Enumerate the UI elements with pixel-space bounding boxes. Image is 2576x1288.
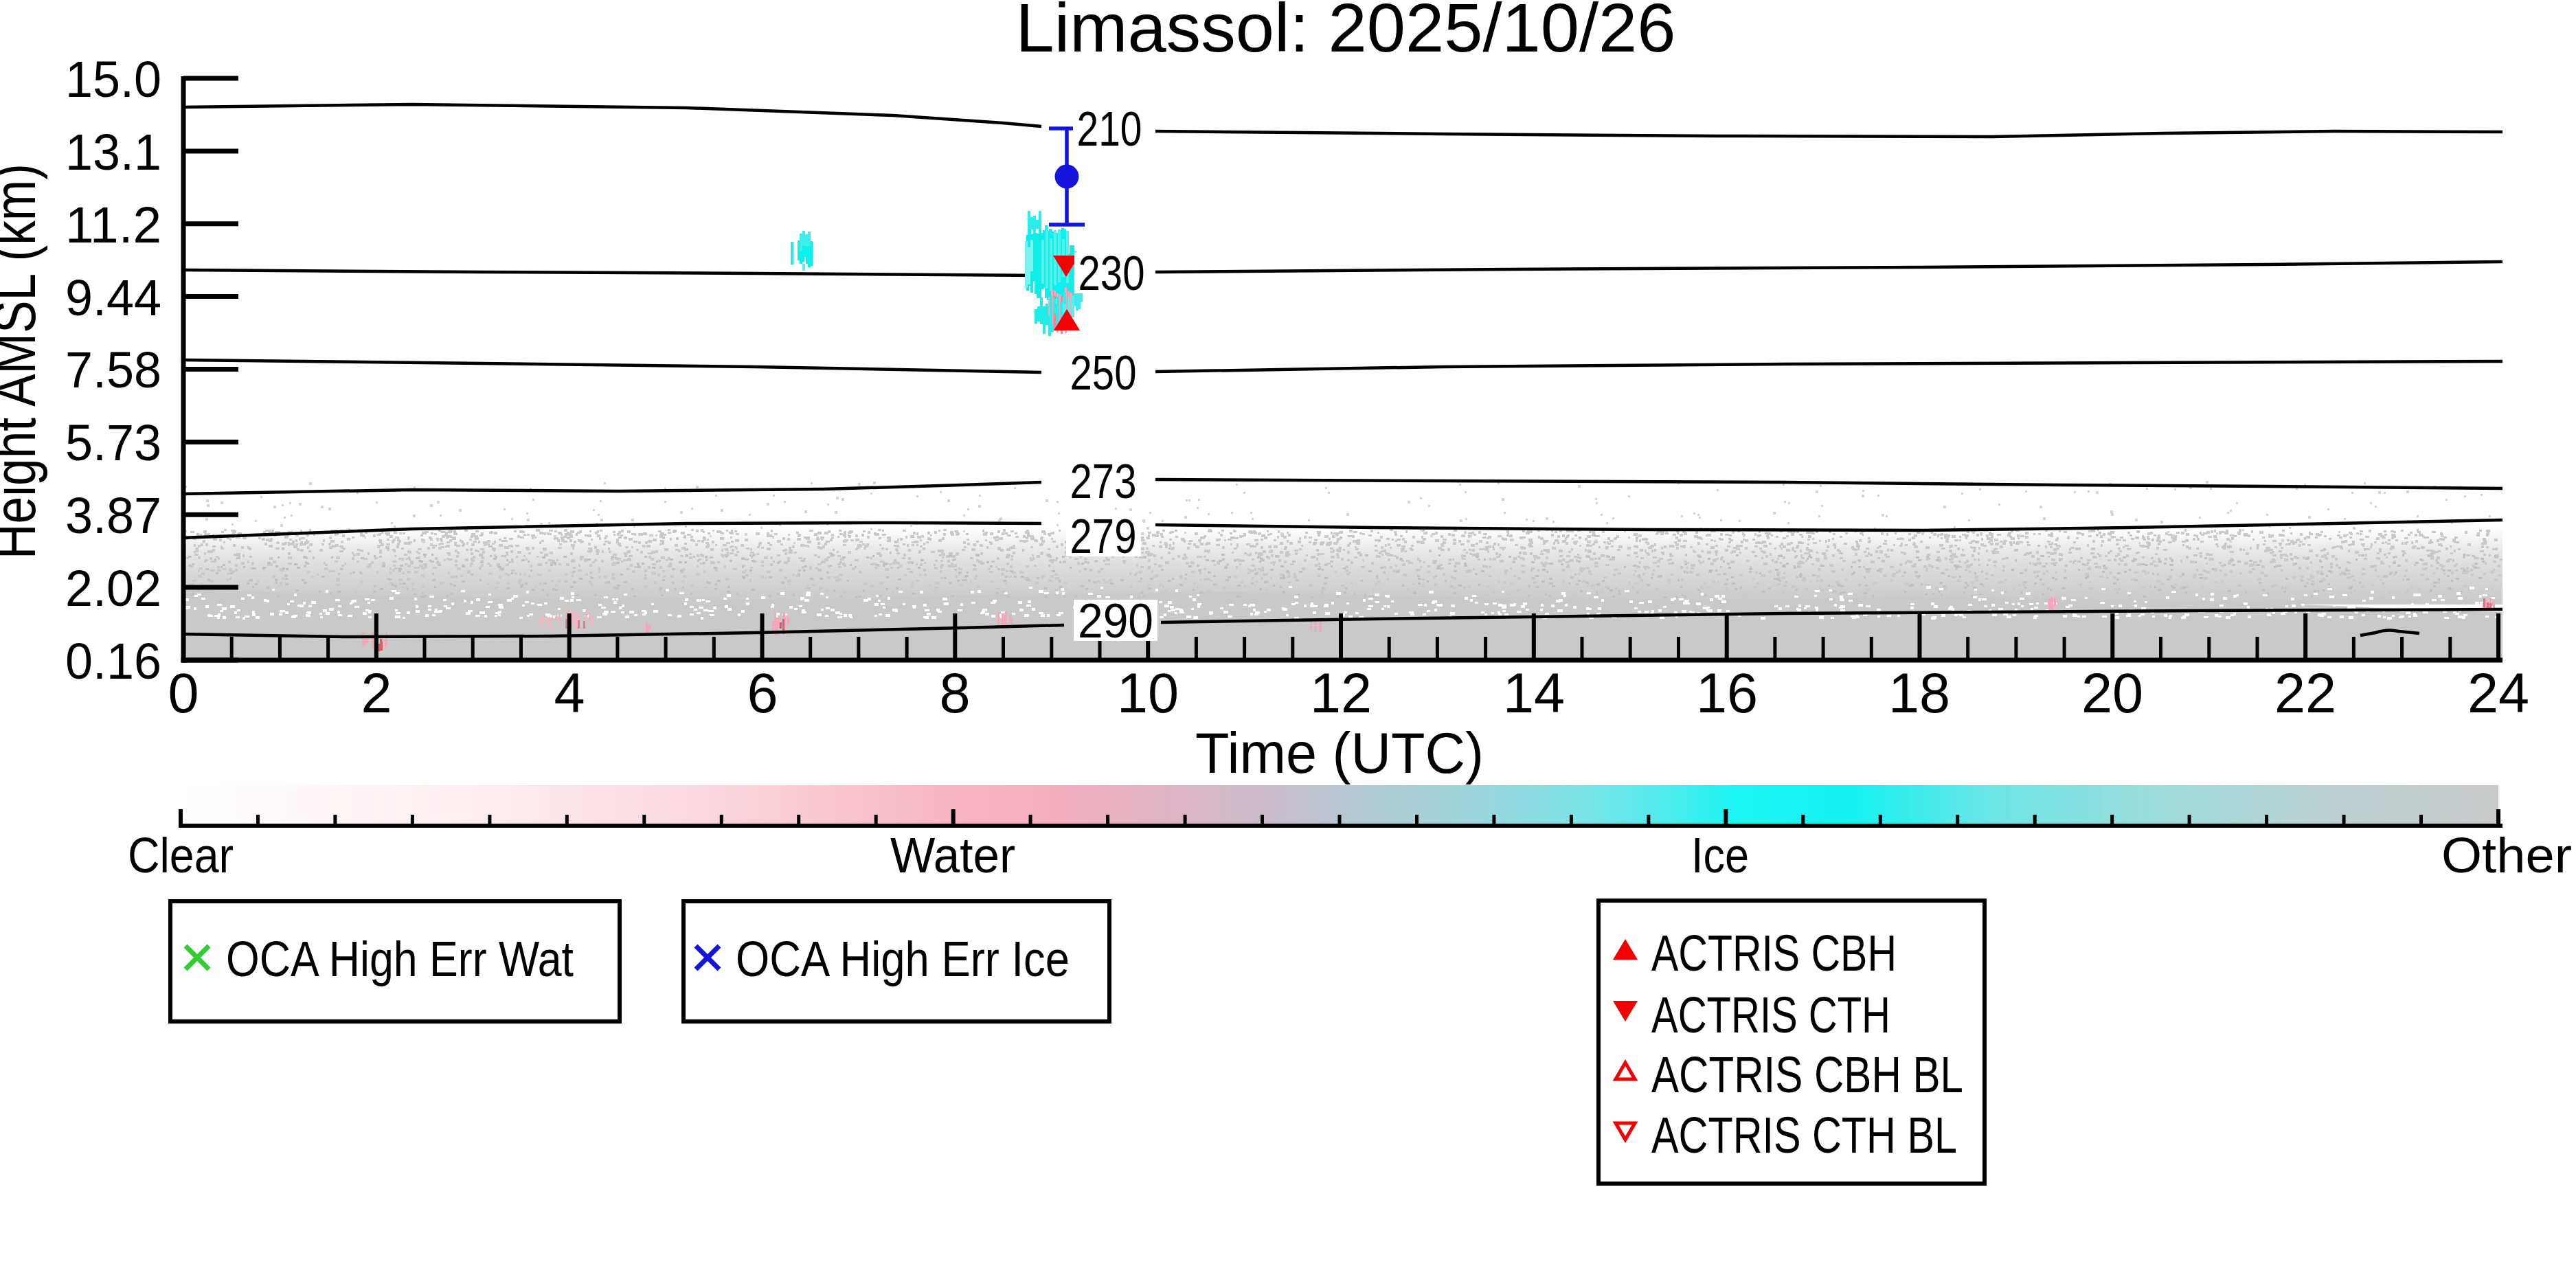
svg-text:22: 22	[2274, 662, 2336, 724]
svg-text:18: 18	[1888, 662, 1950, 724]
svg-text:Height AMSL (km): Height AMSL (km)	[0, 163, 47, 559]
svg-text:12: 12	[1310, 662, 1372, 724]
svg-text:ACTRIS CTH: ACTRIS CTH	[1651, 986, 1890, 1043]
svg-text:6: 6	[747, 662, 778, 724]
svg-text:Time (UTC): Time (UTC)	[1195, 721, 1484, 785]
svg-text:ACTRIS CBH: ACTRIS CBH	[1651, 925, 1897, 982]
svg-text:Ice: Ice	[1691, 828, 1749, 883]
svg-text:10: 10	[1117, 662, 1179, 724]
svg-text:ACTRIS CBH BL: ACTRIS CBH BL	[1651, 1046, 1963, 1103]
svg-text:20: 20	[2081, 662, 2143, 724]
svg-text:Clear: Clear	[128, 828, 234, 883]
svg-text:OCA High Err Wat: OCA High Err Wat	[226, 931, 574, 986]
svg-text:Limassol: 2025/10/26: Limassol: 2025/10/26	[1016, 0, 1676, 66]
svg-text:Water: Water	[890, 828, 1015, 883]
svg-text:8: 8	[939, 662, 970, 724]
svg-text:290: 290	[1078, 594, 1153, 648]
svg-text:230: 230	[1078, 246, 1145, 300]
svg-text:ACTRIS CTH BL: ACTRIS CTH BL	[1651, 1107, 1957, 1164]
svg-text:9.44: 9.44	[65, 269, 161, 326]
svg-text:3.87: 3.87	[65, 486, 161, 544]
svg-text:11.2: 11.2	[65, 196, 161, 253]
svg-text:24: 24	[2467, 662, 2529, 724]
svg-text:13.1: 13.1	[65, 123, 161, 181]
svg-text:250: 250	[1070, 346, 1137, 400]
svg-text:14: 14	[1503, 662, 1565, 724]
svg-text:15.0: 15.0	[65, 50, 161, 108]
svg-text:7.58: 7.58	[65, 341, 161, 398]
svg-text:273: 273	[1070, 454, 1137, 508]
svg-text:16: 16	[1696, 662, 1758, 724]
svg-text:4: 4	[554, 662, 585, 724]
svg-text:Other: Other	[2441, 828, 2572, 883]
svg-text:2.02: 2.02	[65, 559, 161, 617]
svg-text:0.16: 0.16	[65, 632, 161, 690]
svg-text:210: 210	[1077, 102, 1142, 156]
svg-text:0: 0	[168, 662, 199, 724]
svg-text:OCA High Err Ice: OCA High Err Ice	[736, 931, 1070, 986]
svg-text:2: 2	[361, 662, 392, 724]
svg-text:5.73: 5.73	[65, 414, 161, 471]
svg-text:279: 279	[1070, 509, 1137, 563]
